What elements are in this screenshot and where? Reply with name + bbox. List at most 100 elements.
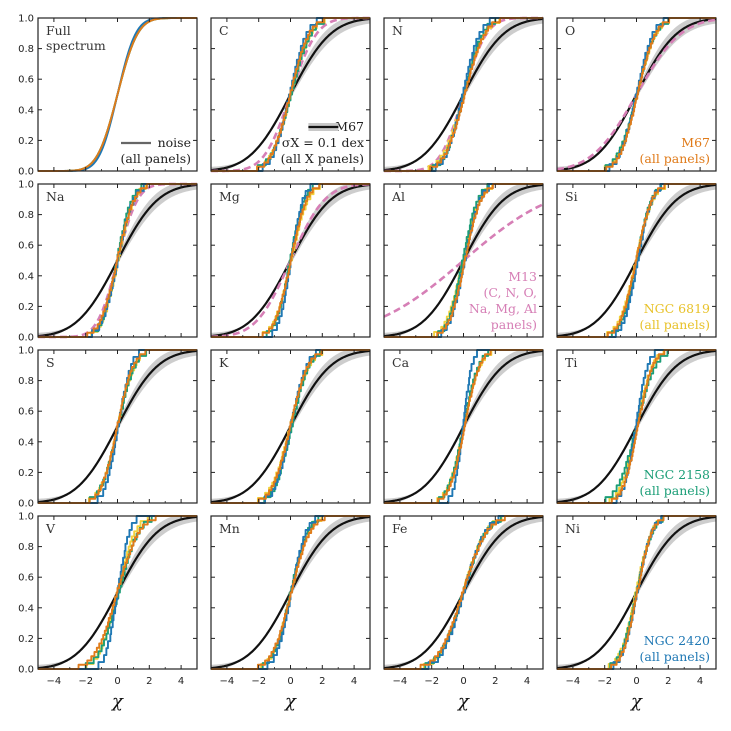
panel-label: spectrum [46,38,106,53]
y-tick-label: 0.2 [18,302,34,313]
annotation-text: σX = 0.1 dex [282,135,364,150]
y-tick-label: 0.8 [18,210,34,221]
panel-c: C [210,16,371,173]
annotation: NGC 6819(all panels) [640,301,711,332]
y-tick-label: 0.2 [18,136,34,147]
y-tick-label: 1.0 [18,180,34,191]
annotation-text: panels) [491,317,537,332]
panel-mn: −4 −2 0 2 4 Mn [210,515,371,687]
x-tick-label: −2 [597,676,612,687]
x-tick-label: 0 [633,676,639,687]
y-tick-label: 0.0 [18,167,34,178]
y-tick-label: 0.0 [18,665,34,676]
m13-line [210,182,371,339]
y-tick-label: 0.6 [18,573,34,584]
panel-label: Si [565,189,578,204]
y-tick-label: 0.6 [18,75,34,86]
panel-o: O [556,17,717,172]
y-tick-label: 0.4 [18,603,34,614]
panel-label: Na [46,189,65,204]
annotation-text: (all panels) [640,649,711,664]
y-tick-label: 0.8 [18,44,34,55]
x-tick-label: 0 [287,676,293,687]
y-tick-label: 1.0 [18,512,34,523]
panel-k: K [210,349,371,504]
x-tick-label: 2 [665,676,671,687]
x-tick-label: 2 [146,676,152,687]
y-tick-label: 0.0 [18,499,34,510]
x-tick-label: −4 [47,676,62,687]
panel-label: Al [391,189,405,204]
panel-label: Ni [565,521,580,536]
x-axis-label: χ [110,691,124,712]
panel-label: K [219,355,229,370]
panel-na: 0.0 0.2 0.4 0.6 0.8 1.0 Na [18,180,198,344]
panel-label: S [46,355,55,370]
y-tick-label: 0.6 [18,241,34,252]
annotation-text: M67 [335,119,364,134]
annotation: NGC 2420(all panels) [640,633,711,664]
x-tick-label: 0 [114,676,120,687]
x-tick-label: 4 [178,676,184,687]
y-tick-label: 0.4 [18,437,34,448]
panel-fe: −4 −2 0 2 4 Fe [383,515,544,687]
annotation-text: (all panels) [640,317,711,332]
annotation-text: NGC 6819 [644,301,710,316]
annotation-text: Na, Mg, Al [469,301,537,316]
annotation-text: NGC 2158 [644,467,710,482]
panel-label: Mg [219,189,240,204]
y-tick-label: 0.6 [18,407,34,418]
annotation-text: noise [158,135,191,150]
panel-ni: −4 −2 0 2 4 Ni [556,515,717,687]
x-tick-label: −2 [251,676,266,687]
x-tick-label: −4 [393,676,408,687]
panel-label: Ti [565,355,577,370]
panel-si: Si [556,183,717,338]
y-tick-label: 0.8 [18,542,34,553]
annotation-text: (all X panels) [281,151,364,166]
panel-label: Fe [392,521,407,536]
panel-ca: Ca [383,349,544,504]
x-axis-label: χ [629,691,643,712]
x-tick-label: 4 [351,676,357,687]
annotation: NGC 2158(all panels) [640,467,711,498]
panel-n: N [383,16,544,173]
x-tick-label: 4 [524,676,530,687]
annotation-text: NGC 2420 [644,633,710,648]
panel-label: O [565,23,575,38]
y-tick-label: 0.2 [18,634,34,645]
y-tick-label: 1.0 [18,14,34,25]
panel-label: V [45,521,56,536]
annotation-text: (all panels) [640,483,711,498]
annotation: noise(all panels) [121,135,192,166]
y-tick-label: 0.4 [18,105,34,116]
y-tick-label: 0.0 [18,333,34,344]
panel-label: Full [46,23,71,38]
annotation-text: M13 [508,269,537,284]
x-tick-label: −4 [220,676,235,687]
panel-s: 0.0 0.2 0.4 0.6 0.8 1.0 S [18,346,198,510]
x-axis-label: χ [456,691,470,712]
x-tick-label: −2 [78,676,93,687]
x-tick-label: 4 [697,676,703,687]
panel-ti: Ti [556,349,717,504]
annotation-text: M67 [681,135,710,150]
annotation-text: (all panels) [121,151,192,166]
panel-v: −4 −2 0 2 4 0.0 0.2 0.4 0.6 0.8 1.0 V [18,512,198,687]
x-tick-label: 0 [460,676,466,687]
annotation: M67(all panels) [640,135,711,166]
x-axis-label: χ [283,691,297,712]
y-tick-label: 1.0 [18,346,34,357]
panel-label: Ca [392,355,410,370]
y-tick-label: 0.4 [18,271,34,282]
annotation-text: (C, N, O, [483,285,537,300]
panel-label: N [392,23,403,38]
y-tick-label: 0.2 [18,468,34,479]
x-tick-label: −2 [424,676,439,687]
panel-al: Al [383,183,544,338]
panel-label: C [219,23,229,38]
y-tick-label: 0.8 [18,376,34,387]
